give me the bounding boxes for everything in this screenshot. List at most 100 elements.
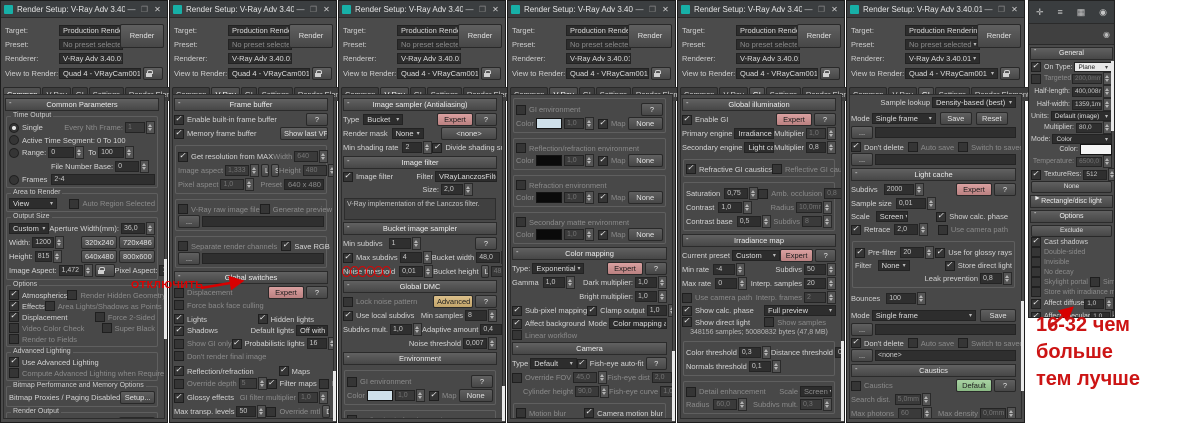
view-dropdown[interactable]: Quad 4 - VRayCam001▾ [228, 68, 310, 79]
rollout-light-cache[interactable]: - Light cache [851, 168, 1016, 181]
current-preset-dropdown[interactable]: Custom ▾ [731, 250, 780, 261]
target-dropdown[interactable]: Production Rendering Mode▾ [736, 25, 800, 36]
stack-dot-icon[interactable]: ◉ [1103, 29, 1110, 39]
spinner[interactable] [738, 277, 748, 290]
spinner[interactable] [413, 323, 423, 336]
scrollbar-thumb[interactable] [1021, 301, 1024, 391]
aperture-field[interactable]: 36,0 [121, 223, 145, 234]
dark-multiplier-field[interactable]: 1,0 [635, 277, 657, 288]
save-file-checkbox[interactable] [10, 418, 17, 419]
detail-subdivs-mult-field[interactable]: 0,3 [800, 399, 822, 410]
reflection-env-map-none-button[interactable]: None [627, 154, 663, 167]
spinner[interactable] [823, 398, 832, 411]
distance-threshold-field[interactable]: 0,3 [834, 347, 841, 358]
spinner[interactable] [771, 360, 781, 373]
override-mtl-default-button[interactable]: Default [322, 405, 331, 418]
probabilistic-lights-checkbox[interactable] [231, 338, 242, 349]
motion-blur-checkbox[interactable] [516, 408, 526, 418]
store-irradiance-checkbox[interactable] [1031, 287, 1041, 297]
target-dropdown[interactable]: Production Rendering Mode▾ [228, 25, 292, 36]
lc-sample-size-field[interactable]: 0,01 [895, 198, 926, 209]
units-dropdown[interactable]: Default (image) ▾ [1050, 111, 1112, 121]
light-color-swatch[interactable] [1080, 144, 1112, 155]
bounces-field[interactable]: 100 [886, 293, 917, 304]
no-decay-checkbox[interactable] [1031, 267, 1041, 277]
spinner[interactable] [827, 291, 836, 304]
spinner[interactable] [584, 228, 594, 241]
filter-maps-checkbox[interactable] [266, 378, 277, 389]
help-button[interactable]: ? [475, 295, 497, 308]
retrace-checkbox[interactable] [851, 224, 861, 235]
output-size-dropdown[interactable]: Custom ▾ [9, 223, 50, 234]
spinner[interactable] [584, 191, 594, 204]
secondary-matte-map-none-button[interactable]: None [627, 228, 663, 241]
swap-button[interactable]: Swap [271, 164, 280, 177]
spinner[interactable] [257, 405, 267, 418]
help-button[interactable]: ? [641, 103, 663, 116]
refraction-env-multiplier-field[interactable]: 1,0 [563, 192, 584, 203]
camera-type-dropdown[interactable]: Default ▾ [530, 358, 577, 369]
filter-for-gi-checkbox[interactable] [318, 378, 329, 389]
half-length-field[interactable]: 400,008m [1072, 86, 1102, 97]
help-button[interactable]: ? [645, 262, 667, 275]
show-last-vfb-button[interactable]: Show last VFB [280, 127, 328, 140]
spinner[interactable] [926, 197, 936, 210]
clamp-output-field[interactable]: 1,0 [646, 305, 667, 316]
spinner[interactable] [411, 237, 421, 250]
targeted-checkbox[interactable] [1031, 73, 1041, 84]
spinner[interactable] [1007, 407, 1016, 418]
spinner[interactable] [146, 121, 155, 134]
max-subdivs-checkbox[interactable] [343, 252, 353, 263]
preset-dropdown[interactable]: No preset selected▾ [566, 39, 631, 50]
render-hidden-checkbox[interactable] [67, 290, 78, 300]
spinner[interactable] [424, 265, 434, 278]
frames-field[interactable]: 2-4 [51, 174, 155, 185]
active-time-radio[interactable] [9, 135, 19, 145]
scrollbar-thumb[interactable] [502, 386, 505, 421]
atmospherics-checkbox[interactable] [9, 289, 19, 300]
preset-320x240-button[interactable]: 320x240 [81, 236, 117, 249]
preset-800x600-button[interactable]: 800x600 [119, 250, 155, 263]
spinner[interactable] [415, 389, 425, 402]
help-button[interactable]: ? [994, 183, 1016, 196]
grid-icon[interactable]: ▦ [1076, 6, 1086, 17]
filter-size-field[interactable]: 2,0 [441, 184, 463, 195]
bucket-height-field[interactable]: 48,0 [490, 266, 502, 277]
help-button[interactable]: ? [994, 379, 1016, 392]
im-mode-dropdown[interactable]: Single frame ▾ [871, 113, 936, 124]
spinner[interactable] [827, 263, 836, 276]
spinner[interactable] [1108, 168, 1114, 181]
close-button[interactable]: ✕ [492, 4, 499, 14]
preset-720x486-button[interactable]: 720x486 [119, 236, 155, 249]
spinner[interactable] [488, 337, 497, 350]
dont-render-final-checkbox[interactable] [174, 351, 184, 361]
lc-save-button[interactable]: Save [980, 309, 1016, 322]
file-number-base-field[interactable]: 0 [115, 161, 140, 172]
primary-engine-dropdown[interactable]: Irradiance map▾ [734, 128, 774, 139]
minimize-button[interactable]: — [296, 4, 305, 14]
gi-env-multiplier-field[interactable]: 1,0 [563, 118, 584, 129]
render-button[interactable]: Render [289, 24, 333, 48]
bucket-width-field[interactable]: 48,0 [476, 252, 501, 263]
renderer-dropdown[interactable]: V-Ray Adv 3.40.01▾ [736, 53, 800, 64]
rollout-bucket-sampler[interactable]: - Bucket image sampler [343, 222, 497, 235]
target-dropdown[interactable]: Production Rendering Mode▾ [566, 25, 631, 36]
camera-motion-blur-checkbox[interactable] [584, 407, 595, 418]
frames-radio[interactable] [9, 174, 19, 185]
light-on-checkbox[interactable] [1031, 61, 1041, 72]
preset-dropdown[interactable]: No preset selected▾ [59, 39, 123, 50]
enable-gi-checkbox[interactable] [682, 114, 692, 125]
ao-radius-field[interactable]: 10,0mm [796, 202, 822, 213]
gi-env-map-checkbox[interactable] [597, 118, 608, 129]
auto-region-checkbox[interactable] [69, 198, 80, 209]
view-dropdown[interactable]: Quad 4 - VRayCam001▾ [905, 68, 998, 79]
channels-path-field[interactable] [202, 253, 324, 264]
rollout-irradiance-map[interactable]: - Irradiance map [682, 234, 836, 247]
refraction-env-map-checkbox[interactable] [597, 192, 608, 203]
maximize-button[interactable]: ❐ [478, 4, 487, 14]
rollout-image-sampler[interactable]: - Image sampler (Antialiasing) [343, 98, 497, 111]
force-back-face-checkbox[interactable] [174, 300, 184, 310]
spinner[interactable] [749, 187, 759, 200]
expert-mode-button[interactable]: Expert [779, 249, 814, 262]
browse-button[interactable]: ... [851, 153, 873, 166]
